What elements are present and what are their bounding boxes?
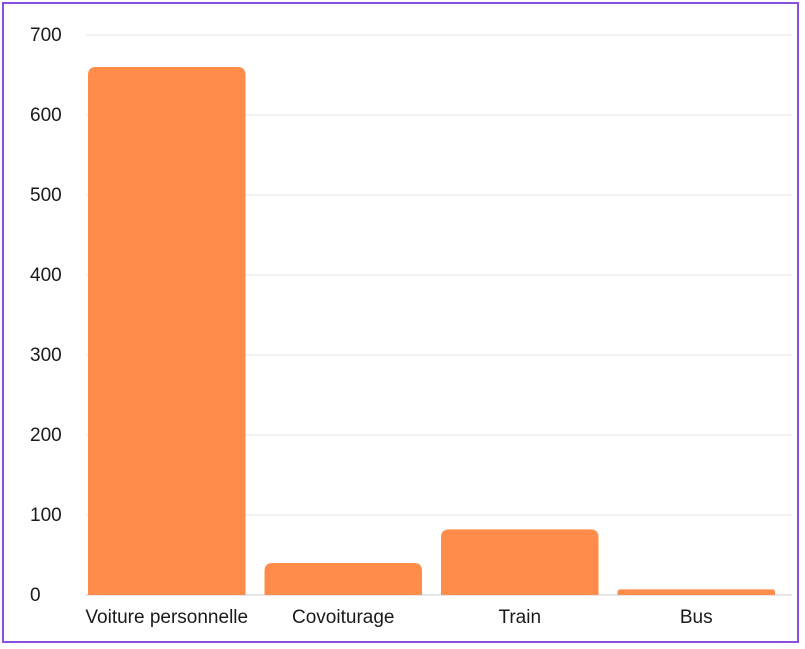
y-tick-label: 700 [30,25,62,46]
y-tick-label: 0 [30,585,41,606]
y-tick-label: 400 [30,265,62,286]
x-tick-label: Covoiturage [292,607,394,628]
bar-train [441,529,599,595]
bar-covoiturage [264,563,422,595]
bar-voiture-personnelle [88,67,246,595]
bars [88,67,775,595]
x-tick-label: Train [498,607,541,628]
y-axis-ticks: 0 100 200 300 400 500 600 700 [30,25,62,606]
x-tick-label: Voiture personnelle [85,607,248,628]
y-tick-label: 100 [30,505,62,526]
bar-bus [617,589,775,595]
x-tick-label: Bus [680,607,713,628]
y-tick-label: 600 [30,105,62,126]
x-axis-ticks: Voiture personnelle Covoiturage Train Bus [85,607,712,628]
y-tick-label: 200 [30,425,62,446]
y-tick-label: 300 [30,345,62,366]
y-tick-label: 500 [30,185,62,206]
